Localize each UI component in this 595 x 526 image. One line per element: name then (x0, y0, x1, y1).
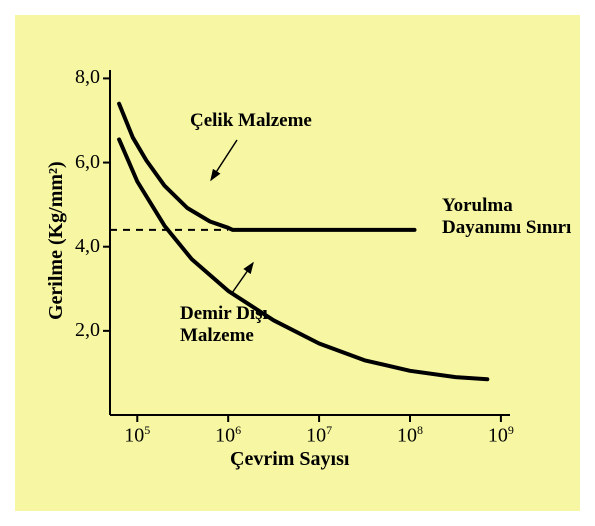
y-tick: 4,0 (60, 235, 100, 258)
endurance-label-l1: Yorulma (442, 195, 513, 216)
endurance-label-l2: Dayanımı Sınırı (442, 217, 571, 238)
y-tick: 6,0 (60, 151, 100, 174)
x-tick: 106 (203, 423, 253, 448)
y-tick: 2,0 (60, 319, 100, 342)
x-tick: 108 (385, 423, 435, 448)
x-tick: 107 (294, 423, 344, 448)
endurance-label: Yorulma Dayanımı Sınırı (442, 195, 571, 239)
nonferrous-label-l1: Demir Dışı (180, 303, 268, 324)
nonferrous-label-l2: Malzeme (180, 325, 254, 346)
steel-label: Çelik Malzeme (190, 110, 312, 132)
nonferrous-label: Demir Dışı Malzeme (180, 303, 268, 347)
x-tick: 109 (476, 423, 526, 448)
y-tick: 8,0 (60, 66, 100, 89)
x-axis-label: Çevrim Sayısı (230, 448, 349, 471)
chart-canvas: Gerilme (Kg/mm²) Çevrim Sayısı 2,04,06,0… (15, 15, 580, 511)
x-tick: 105 (112, 423, 162, 448)
